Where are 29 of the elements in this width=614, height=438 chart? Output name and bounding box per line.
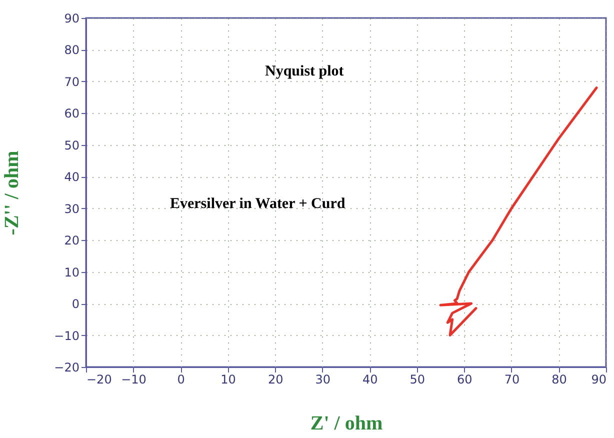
- x-tick-label: 40: [362, 372, 378, 386]
- y-tick-label: 80: [64, 43, 80, 58]
- y-tick-label: 40: [64, 170, 80, 184]
- y-tick-label: 0: [72, 297, 80, 312]
- x-tick-label: 50: [410, 372, 426, 386]
- x-tick-label: 0: [177, 372, 185, 386]
- line-series: [439, 86, 598, 337]
- x-tick-label: 70: [504, 372, 520, 386]
- x-tick-label: 10: [220, 372, 236, 386]
- x-tick-label: 20: [268, 372, 284, 386]
- x-tick-label: 30: [315, 372, 331, 386]
- y-axis-title: -Z'' / ohm: [1, 150, 24, 236]
- y-tick-label: 20: [64, 234, 80, 248]
- y-tick-label: −10: [54, 328, 80, 343]
- annotation: Nyquist plot: [265, 63, 344, 80]
- annotation: Eversilver in Water + Curd: [170, 196, 346, 212]
- x-tick-label: 80: [552, 372, 567, 386]
- y-tick-label: 50: [64, 138, 80, 152]
- y-tick-label: 70: [64, 74, 80, 89]
- x-axis-title: Z' / ohm: [310, 412, 383, 434]
- x-tick-label: −20: [86, 372, 112, 386]
- y-tick-label: 10: [64, 265, 80, 280]
- x-tick-label: 90: [591, 372, 606, 386]
- y-tick-label: 90: [64, 12, 80, 26]
- y-tick-label: −20: [54, 360, 80, 374]
- y-tick-label: 30: [64, 202, 80, 216]
- x-tick-label: −10: [121, 372, 146, 386]
- y-tick-label: 60: [64, 106, 80, 121]
- x-tick-label: 60: [457, 372, 472, 386]
